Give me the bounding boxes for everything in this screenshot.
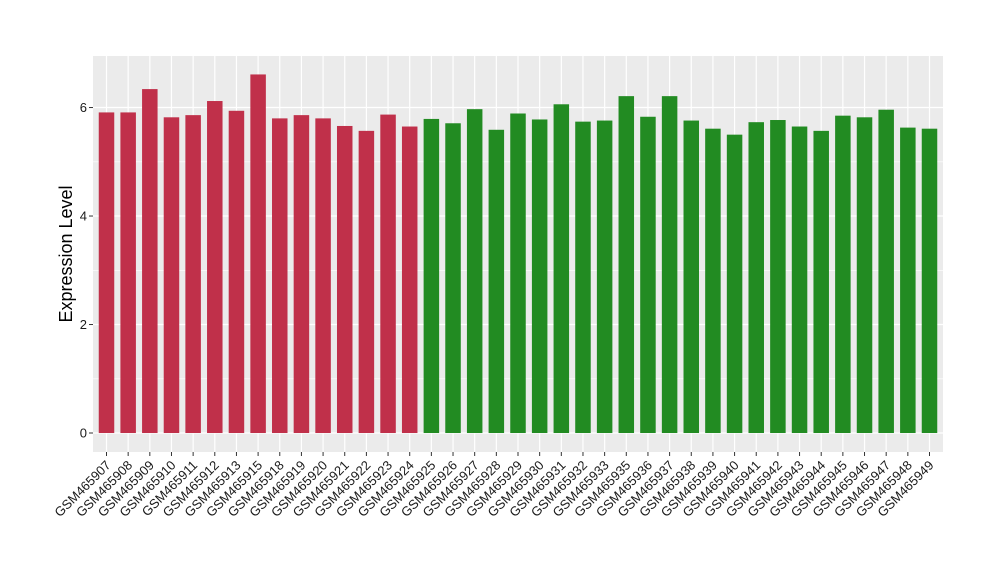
bar-GSM465940 <box>726 134 743 434</box>
bar-GSM465930 <box>531 119 548 434</box>
bar-GSM465919 <box>293 115 310 434</box>
bars <box>98 74 938 434</box>
bar-GSM465948 <box>900 127 916 434</box>
x-axis: GSM465907GSM465908GSM465909GSM465910GSM4… <box>51 452 937 520</box>
y-tick-label: 2 <box>80 317 87 332</box>
y-tick-label: 4 <box>80 209 87 224</box>
bar-GSM465947 <box>878 109 894 434</box>
bar-GSM465920 <box>315 118 331 434</box>
bar-GSM465908 <box>120 112 136 434</box>
bar-GSM465943 <box>791 126 808 434</box>
bar-GSM465932 <box>575 121 591 434</box>
bar-GSM465923 <box>380 114 396 434</box>
bar-GSM465915 <box>250 74 266 434</box>
bar-GSM465911 <box>185 115 201 434</box>
bar-GSM465946 <box>856 117 873 434</box>
bar-GSM465913 <box>228 110 245 434</box>
bar-GSM465907 <box>98 112 115 434</box>
bar-GSM465918 <box>272 118 288 434</box>
bar-GSM465936 <box>640 116 656 434</box>
bar-GSM465928 <box>488 129 505 434</box>
bar-GSM465921 <box>336 125 353 434</box>
bar-GSM465925 <box>423 118 440 434</box>
bar-GSM465910 <box>163 117 180 434</box>
bar-GSM465939 <box>705 128 721 434</box>
bar-GSM465922 <box>358 130 375 434</box>
bar-GSM465941 <box>748 122 764 434</box>
bar-GSM465912 <box>207 101 223 434</box>
bar-GSM465931 <box>553 104 570 434</box>
bar-GSM465944 <box>813 130 829 434</box>
bar-GSM465927 <box>466 109 483 434</box>
bar-GSM465926 <box>445 123 461 434</box>
y-axis: 0 2 4 6 <box>80 100 93 441</box>
bar-GSM465945 <box>835 115 851 434</box>
bar-GSM465935 <box>618 96 635 434</box>
y-axis-title: Expression Level <box>56 185 76 322</box>
bar-GSM465937 <box>661 96 678 434</box>
y-tick-label: 6 <box>80 100 87 115</box>
y-tick-label: 0 <box>80 426 87 441</box>
bar-GSM465942 <box>770 120 786 434</box>
bar-GSM465924 <box>401 126 418 434</box>
bar-GSM465949 <box>921 128 938 434</box>
bar-GSM465938 <box>683 120 700 434</box>
bar-GSM465933 <box>596 120 613 434</box>
bar-GSM465929 <box>510 113 526 434</box>
bar-GSM465909 <box>142 89 158 434</box>
